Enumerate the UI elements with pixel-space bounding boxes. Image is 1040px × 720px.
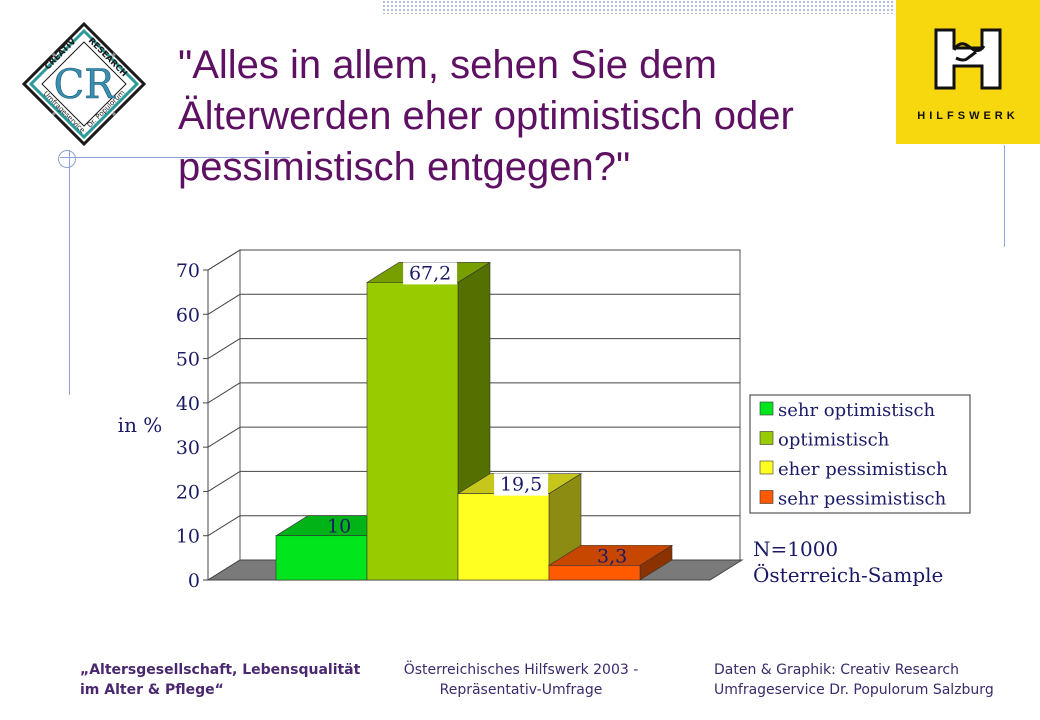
y-tick-label: 50 xyxy=(176,349,200,371)
legend-label: sehr optimistisch xyxy=(778,400,936,421)
y-tick-label: 40 xyxy=(176,393,200,415)
chart-side-wall xyxy=(207,249,241,581)
annotation: Österreich-Sample xyxy=(753,562,943,587)
creativ-research-logo: CR CREATIV RESEARCH Umfrageservice Dr. P… xyxy=(22,22,146,146)
footer-right: Daten & Graphik: Creativ Research Umfrag… xyxy=(714,660,1014,700)
gridline-diagonal xyxy=(207,293,241,315)
bar xyxy=(275,535,368,581)
data-label-box xyxy=(494,473,549,496)
footer-text: Umfrageservice Dr. Populorum Salzburg xyxy=(714,682,994,698)
data-label: 3,3 xyxy=(597,545,627,567)
y-tick-label: 30 xyxy=(176,437,200,459)
y-tick-label: 0 xyxy=(188,570,200,592)
annotation: N=1000 xyxy=(753,537,838,561)
star-icon: ✦ xyxy=(110,110,118,120)
footer-text: im Alter & Pflege“ xyxy=(80,682,224,698)
bar xyxy=(366,282,459,581)
data-label: 67,2 xyxy=(409,262,451,284)
decorative-line xyxy=(60,157,290,158)
legend-swatch xyxy=(759,401,774,416)
y-axis-label: in % xyxy=(118,413,163,437)
footer-center: Österreichisches Hilfswerk 2003 - Repräs… xyxy=(390,660,652,700)
y-tick-label: 60 xyxy=(176,304,200,326)
legend-swatch xyxy=(759,431,774,445)
legend-swatch xyxy=(759,490,774,504)
logo-monogram: CR xyxy=(54,62,117,108)
gridline-diagonal xyxy=(207,426,241,448)
legend-label: sehr pessimistisch xyxy=(778,489,947,510)
y-tick-label: 20 xyxy=(176,481,200,503)
footer-left: „Altersgesellschaft, Lebensqualität im A… xyxy=(80,660,380,700)
gridline-diagonal xyxy=(207,471,241,492)
y-tick-label: 10 xyxy=(176,526,200,548)
gridline-diagonal xyxy=(207,382,241,404)
footer-text: Repräsentativ-Umfrage xyxy=(439,682,603,698)
decorative-line xyxy=(69,150,70,395)
decorative-line xyxy=(1004,145,1005,247)
decorative-circle xyxy=(58,150,76,168)
legend-swatch xyxy=(759,460,774,475)
hilfswerk-logo-text: HILFSWERK xyxy=(917,110,1019,122)
footer-text: Österreichisches Hilfswerk 2003 - xyxy=(403,662,639,678)
data-label: 10 xyxy=(327,516,351,538)
legend-label: optimistisch xyxy=(778,430,890,451)
page-title: "Alles in allem, sehen Sie dem Älterwerd… xyxy=(178,43,794,189)
gridline-diagonal xyxy=(207,249,241,271)
footer-text: Daten & Graphik: Creativ Research xyxy=(714,662,960,678)
gridline-diagonal xyxy=(207,515,241,537)
y-tick-label: 70 xyxy=(176,260,200,282)
bar xyxy=(548,565,641,581)
star-icon: ✦ xyxy=(50,110,58,120)
legend xyxy=(749,394,971,514)
legend-label: eher pessimistisch xyxy=(778,459,948,480)
hilfswerk-logo: HILFSWERK xyxy=(896,0,1040,144)
decorative-dot-pattern xyxy=(382,0,894,14)
bar xyxy=(457,493,550,581)
gridline-diagonal xyxy=(207,338,241,359)
data-label: 19,5 xyxy=(500,474,542,496)
star-icon: ✦ xyxy=(110,51,118,61)
hilfswerk-emblem-icon xyxy=(934,28,1002,90)
footer-text: „Altersgesellschaft, Lebensqualität xyxy=(80,662,361,678)
star-icon: ✦ xyxy=(50,51,58,61)
data-label-box xyxy=(403,262,458,285)
